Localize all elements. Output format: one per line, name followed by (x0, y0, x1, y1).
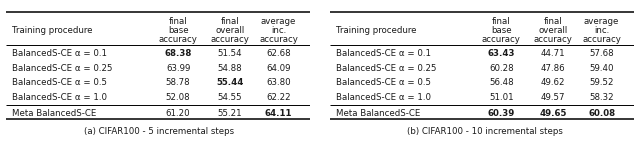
Text: average: average (260, 17, 296, 26)
Text: BalancedS-CE α = 0.5: BalancedS-CE α = 0.5 (13, 78, 108, 87)
Text: BalancedS-CE α = 1.0: BalancedS-CE α = 1.0 (336, 93, 431, 102)
Text: (a) CIFAR100 - 5 incremental steps: (a) CIFAR100 - 5 incremental steps (84, 127, 234, 136)
Text: 51.01: 51.01 (489, 93, 514, 102)
Text: 64.11: 64.11 (265, 109, 292, 118)
Text: 63.80: 63.80 (266, 78, 291, 87)
Text: final: final (221, 17, 239, 26)
Text: 56.48: 56.48 (489, 78, 514, 87)
Text: Meta BalancedS-CE: Meta BalancedS-CE (13, 109, 97, 118)
Text: 60.28: 60.28 (489, 64, 514, 73)
Text: average: average (584, 17, 620, 26)
Text: BalancedS-CE α = 0.1: BalancedS-CE α = 0.1 (13, 49, 108, 58)
Text: 54.55: 54.55 (218, 93, 242, 102)
Text: base: base (491, 26, 511, 35)
Text: 49.62: 49.62 (541, 78, 565, 87)
Text: 47.86: 47.86 (541, 64, 565, 73)
Text: Meta BalancedS-CE: Meta BalancedS-CE (336, 109, 420, 118)
Text: 60.39: 60.39 (488, 109, 515, 118)
Text: 57.68: 57.68 (589, 49, 614, 58)
Text: BalancedS-CE α = 0.25: BalancedS-CE α = 0.25 (336, 64, 436, 73)
Text: 68.38: 68.38 (164, 49, 192, 58)
Text: inc.: inc. (271, 26, 286, 35)
Text: final: final (544, 17, 563, 26)
Text: 59.52: 59.52 (589, 78, 614, 87)
Text: BalancedS-CE α = 0.5: BalancedS-CE α = 0.5 (336, 78, 431, 87)
Text: 51.54: 51.54 (218, 49, 242, 58)
Text: 62.68: 62.68 (266, 49, 291, 58)
Text: 49.65: 49.65 (540, 109, 567, 118)
Text: 55.44: 55.44 (216, 78, 244, 87)
Text: overall: overall (215, 26, 244, 35)
Text: BalancedS-CE α = 0.25: BalancedS-CE α = 0.25 (13, 64, 113, 73)
Text: overall: overall (538, 26, 568, 35)
Text: accuracy: accuracy (159, 35, 198, 44)
Text: final: final (169, 17, 188, 26)
Text: 58.32: 58.32 (589, 93, 614, 102)
Text: Training procedure: Training procedure (13, 26, 93, 35)
Text: 60.08: 60.08 (588, 109, 615, 118)
Text: 55.21: 55.21 (218, 109, 242, 118)
Text: 49.57: 49.57 (541, 93, 565, 102)
Text: 61.20: 61.20 (166, 109, 191, 118)
Text: 52.08: 52.08 (166, 93, 191, 102)
Text: accuracy: accuracy (534, 35, 572, 44)
Text: 59.40: 59.40 (589, 64, 614, 73)
Text: accuracy: accuracy (482, 35, 521, 44)
Text: 58.78: 58.78 (166, 78, 191, 87)
Text: 44.71: 44.71 (541, 49, 565, 58)
Text: (b) CIFAR100 - 10 incremental steps: (b) CIFAR100 - 10 incremental steps (406, 127, 563, 136)
Text: Training procedure: Training procedure (336, 26, 416, 35)
Text: final: final (492, 17, 511, 26)
Text: 64.09: 64.09 (266, 64, 291, 73)
Text: accuracy: accuracy (259, 35, 298, 44)
Text: base: base (168, 26, 188, 35)
Text: BalancedS-CE α = 0.1: BalancedS-CE α = 0.1 (336, 49, 431, 58)
Text: 63.43: 63.43 (488, 49, 515, 58)
Text: 63.99: 63.99 (166, 64, 190, 73)
Text: inc.: inc. (594, 26, 609, 35)
Text: 62.22: 62.22 (266, 93, 291, 102)
Text: 54.88: 54.88 (218, 64, 242, 73)
Text: accuracy: accuracy (582, 35, 621, 44)
Text: BalancedS-CE α = 1.0: BalancedS-CE α = 1.0 (13, 93, 108, 102)
Text: accuracy: accuracy (211, 35, 249, 44)
